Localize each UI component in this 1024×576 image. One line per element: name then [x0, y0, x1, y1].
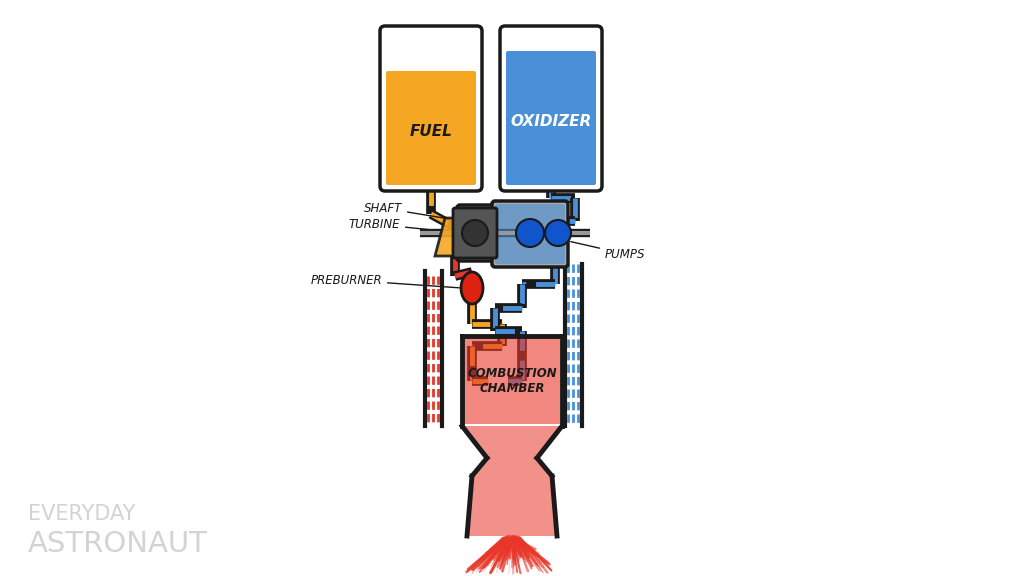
Text: FUEL: FUEL: [410, 123, 453, 138]
Circle shape: [516, 219, 544, 247]
FancyBboxPatch shape: [386, 71, 476, 185]
Text: PUMPS: PUMPS: [570, 241, 645, 260]
Text: PREBURNER: PREBURNER: [310, 274, 459, 288]
Text: SHAFT: SHAFT: [364, 202, 459, 221]
Ellipse shape: [461, 272, 483, 304]
FancyBboxPatch shape: [453, 208, 497, 258]
FancyBboxPatch shape: [506, 51, 596, 185]
Text: COMBUSTION
CHAMBER: COMBUSTION CHAMBER: [467, 367, 557, 395]
Polygon shape: [462, 218, 495, 256]
FancyBboxPatch shape: [457, 205, 548, 261]
Polygon shape: [462, 426, 562, 536]
Circle shape: [545, 220, 571, 246]
FancyBboxPatch shape: [492, 201, 568, 267]
FancyBboxPatch shape: [380, 26, 482, 191]
FancyBboxPatch shape: [500, 26, 602, 191]
FancyBboxPatch shape: [495, 204, 565, 264]
Text: OXIDIZER: OXIDIZER: [510, 113, 592, 128]
Text: EVERYDAY: EVERYDAY: [28, 504, 135, 524]
Text: ASTRONAUT: ASTRONAUT: [28, 530, 208, 558]
Circle shape: [462, 220, 488, 246]
FancyBboxPatch shape: [464, 338, 560, 424]
Polygon shape: [435, 218, 472, 256]
Text: TURBINE: TURBINE: [348, 218, 459, 233]
